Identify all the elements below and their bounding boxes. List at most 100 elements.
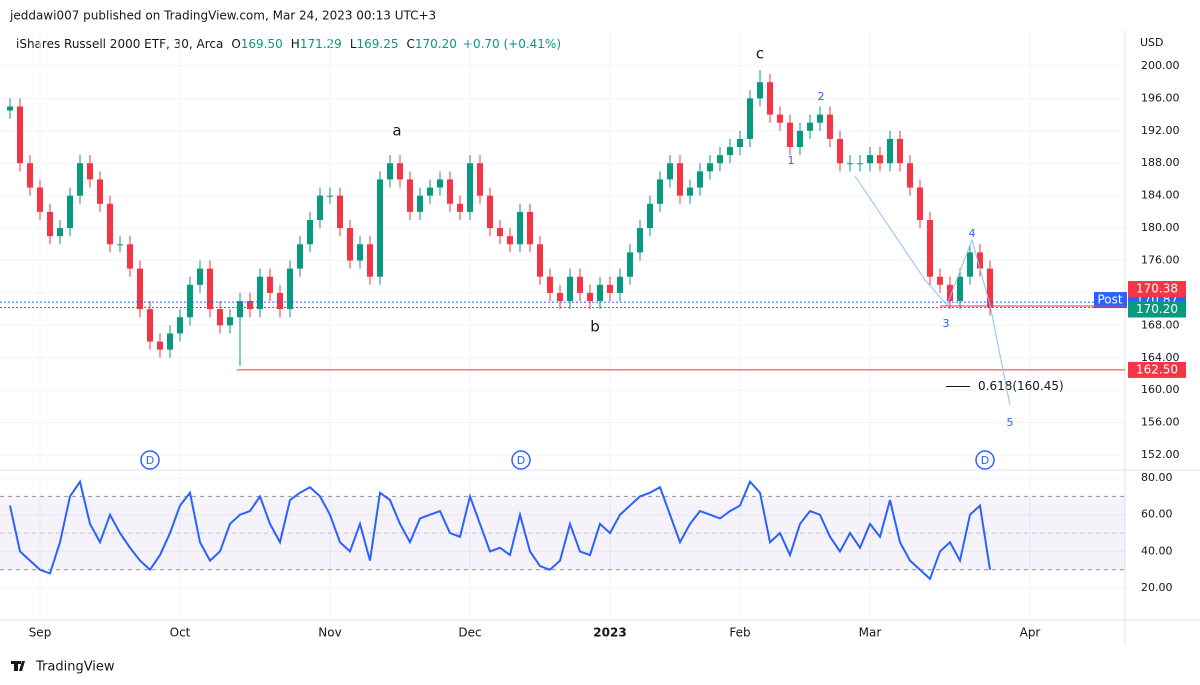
candle-body	[527, 211, 533, 245]
candle-body	[327, 195, 333, 197]
candle-body	[467, 163, 473, 212]
candle-body	[67, 195, 73, 229]
candle-body	[187, 284, 193, 318]
candle-body	[657, 179, 663, 204]
ohlc-label: H	[291, 37, 300, 51]
candle-body	[917, 187, 923, 220]
y-tick-label: 192.00	[1141, 124, 1180, 137]
candle-body	[347, 228, 353, 261]
candle-body	[757, 82, 763, 99]
x-tick-label: Sep	[29, 626, 52, 640]
candle-body	[867, 155, 873, 164]
logo	[11, 661, 25, 671]
event-label: D	[146, 454, 154, 467]
candle-body	[217, 309, 223, 326]
currency: USD	[1140, 36, 1164, 49]
wave-label: a	[392, 122, 401, 140]
price-label: 170.38	[1136, 282, 1178, 296]
y-tick-label: 20.00	[1141, 581, 1173, 594]
candle-body	[377, 179, 383, 277]
x-tick-label: 2023	[593, 626, 626, 640]
candle-body	[487, 195, 493, 229]
candle-body	[507, 236, 513, 245]
candle-body	[427, 187, 433, 196]
wave-label: b	[590, 318, 600, 336]
x-tick-label: Oct	[170, 626, 191, 640]
candle-body	[97, 179, 103, 204]
fib-label: 0.618(160.45)	[978, 379, 1064, 393]
price-label: 170.20	[1136, 302, 1178, 316]
candle-body	[437, 179, 443, 188]
candle-body	[317, 195, 323, 220]
candle-body	[7, 106, 13, 111]
candle-body	[637, 228, 643, 253]
y-tick-label: 80.00	[1141, 471, 1173, 484]
y-tick-label: 200.00	[1141, 59, 1180, 72]
candle-body	[387, 163, 393, 180]
event-label: D	[981, 454, 989, 467]
y-tick-label: 176.00	[1141, 253, 1180, 266]
candle-body	[817, 114, 823, 123]
candle-body	[987, 268, 993, 308]
candle-body	[647, 203, 653, 229]
candle-body	[687, 187, 693, 196]
y-tick-label: 60.00	[1141, 508, 1173, 521]
x-tick-label: Feb	[729, 626, 750, 640]
candle-body	[207, 268, 213, 310]
candle-body	[137, 268, 143, 310]
wave-label: 4	[969, 227, 976, 240]
event-marker	[975, 450, 995, 470]
candle-body	[707, 163, 713, 172]
candle-body	[57, 228, 63, 237]
candle-body	[177, 317, 183, 334]
candle-body	[937, 276, 943, 285]
candle-body	[397, 163, 403, 180]
wave-label: 2	[818, 90, 825, 103]
candle-body	[947, 284, 953, 302]
candle-body	[307, 219, 313, 245]
candle-body	[107, 203, 113, 245]
y-tick-label: 156.00	[1141, 416, 1180, 429]
y-tick-label: 188.00	[1141, 156, 1180, 169]
candle-body	[267, 276, 273, 293]
candle-body	[407, 179, 413, 212]
candle-body	[537, 244, 543, 277]
event-marker	[511, 450, 531, 470]
candle-body	[607, 284, 613, 293]
ohlc-label: C	[407, 37, 415, 51]
candle-body	[577, 276, 583, 293]
candle-body	[287, 268, 293, 310]
y-tick-label: 180.00	[1141, 221, 1180, 234]
candle-body	[697, 171, 703, 188]
candle-body	[127, 244, 133, 269]
candle-body	[117, 244, 123, 246]
y-tick-label: 168.00	[1141, 318, 1180, 331]
ohlc-value: 170.20	[415, 37, 457, 51]
y-tick-label: 160.00	[1141, 383, 1180, 396]
price-label-box	[1128, 361, 1186, 378]
candle-body	[37, 187, 43, 212]
candle-body	[597, 284, 603, 302]
candle-body	[727, 147, 733, 156]
event-marker	[140, 450, 160, 470]
symbol: iShares Russell 2000 ETF, 30, Arca	[16, 37, 223, 51]
x-tick-label: Nov	[318, 626, 341, 640]
candle-body	[227, 317, 233, 326]
candle-body	[857, 163, 863, 165]
candle-body	[807, 122, 813, 131]
candle-body	[237, 301, 243, 318]
candle-body	[977, 252, 983, 269]
candle-body	[517, 211, 523, 245]
post-label: Post	[1097, 293, 1122, 307]
y-tick-label: 184.00	[1141, 189, 1180, 202]
candle-body	[907, 163, 913, 188]
candle-body	[737, 138, 743, 148]
candle-body	[297, 244, 303, 269]
candle-body	[897, 138, 903, 164]
y-tick-label: 164.00	[1141, 351, 1180, 364]
candle-body	[927, 219, 933, 277]
ohlc-value: 169.50	[241, 37, 283, 51]
ohlc-value: 171.29	[300, 37, 342, 51]
y-tick-label: 152.00	[1141, 448, 1180, 461]
